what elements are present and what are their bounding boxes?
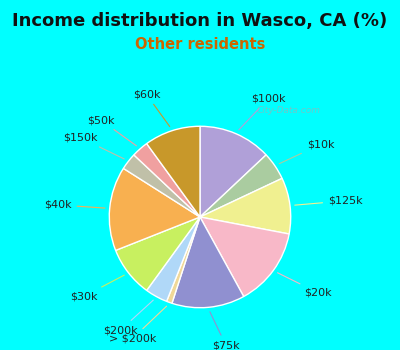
Wedge shape	[200, 178, 291, 234]
Text: $125k: $125k	[295, 196, 363, 206]
Wedge shape	[147, 126, 200, 217]
Wedge shape	[147, 217, 200, 301]
Wedge shape	[200, 155, 282, 217]
Text: $75k: $75k	[210, 312, 240, 350]
Text: $60k: $60k	[133, 89, 170, 127]
Wedge shape	[124, 155, 200, 217]
Wedge shape	[109, 168, 200, 250]
Wedge shape	[200, 217, 289, 296]
Wedge shape	[172, 217, 244, 308]
Text: $150k: $150k	[64, 133, 124, 159]
Text: Income distribution in Wasco, CA (%): Income distribution in Wasco, CA (%)	[12, 12, 388, 30]
Wedge shape	[134, 144, 200, 217]
Text: $200k: $200k	[103, 300, 153, 335]
Text: City-Data.com: City-Data.com	[257, 106, 321, 115]
Text: $10k: $10k	[279, 140, 334, 164]
Wedge shape	[200, 126, 266, 217]
Text: $50k: $50k	[87, 115, 136, 146]
Text: Other residents: Other residents	[135, 37, 265, 52]
Text: $20k: $20k	[278, 273, 332, 298]
Text: $30k: $30k	[70, 275, 124, 301]
Text: $100k: $100k	[239, 93, 286, 130]
Wedge shape	[116, 217, 200, 290]
Text: > $200k: > $200k	[109, 306, 166, 343]
Text: $40k: $40k	[44, 200, 105, 210]
Wedge shape	[167, 217, 200, 303]
